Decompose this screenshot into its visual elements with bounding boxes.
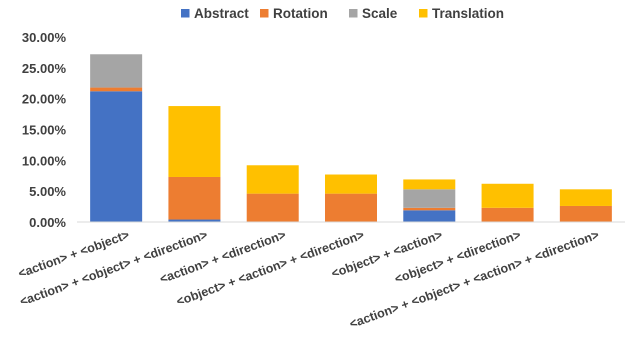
bar-segment-translation <box>481 183 534 208</box>
bar-segment-scale <box>403 189 456 208</box>
bar-segment-rotation <box>90 87 143 92</box>
y-tick-label: 15.00% <box>22 123 67 138</box>
y-tick-label: 25.00% <box>22 61 67 76</box>
legend-swatch-rotation <box>260 9 269 18</box>
legend-label-rotation: Rotation <box>273 6 328 21</box>
bar-segment-rotation <box>246 193 299 222</box>
legend-label-abstract: Abstract <box>194 6 249 21</box>
bars <box>90 54 612 223</box>
bar-segment-rotation <box>325 193 377 222</box>
legend-swatch-abstract <box>181 9 190 18</box>
bar-segment-rotation <box>168 176 221 220</box>
bar-segment-abstract <box>90 91 143 223</box>
bar-segment-abstract <box>168 219 221 222</box>
y-tick-label: 30.00% <box>22 30 67 45</box>
y-tick-label: 0.00% <box>29 215 66 230</box>
legend-label-scale: Scale <box>362 6 398 21</box>
y-tick-label: 5.00% <box>29 184 66 199</box>
bar-segment-rotation <box>559 205 612 222</box>
legend-swatch-translation <box>419 9 428 18</box>
bar-segment-abstract <box>403 210 456 222</box>
bar-segment-scale <box>90 54 143 88</box>
y-axis: 0.00% 5.00% 10.00% 15.00% 20.00% 25.00% 30.00% <box>22 30 67 230</box>
legend-swatch-scale <box>349 9 358 18</box>
bar-segment-translation <box>403 179 456 190</box>
bar-segment-translation <box>559 189 612 206</box>
bar-segment-rotation <box>481 207 534 222</box>
bar-segment-rotation <box>403 207 456 211</box>
bar-segment-translation <box>325 174 377 194</box>
x-axis: <action> + <object><action> + <object> +… <box>16 228 601 332</box>
bar-segment-translation <box>246 165 299 194</box>
legend: Abstract Rotation Scale Translation <box>181 6 504 21</box>
y-tick-label: 10.00% <box>22 153 67 168</box>
legend-label-translation: Translation <box>432 6 504 21</box>
y-tick-label: 20.00% <box>22 92 67 107</box>
bar-segment-translation <box>168 106 221 177</box>
